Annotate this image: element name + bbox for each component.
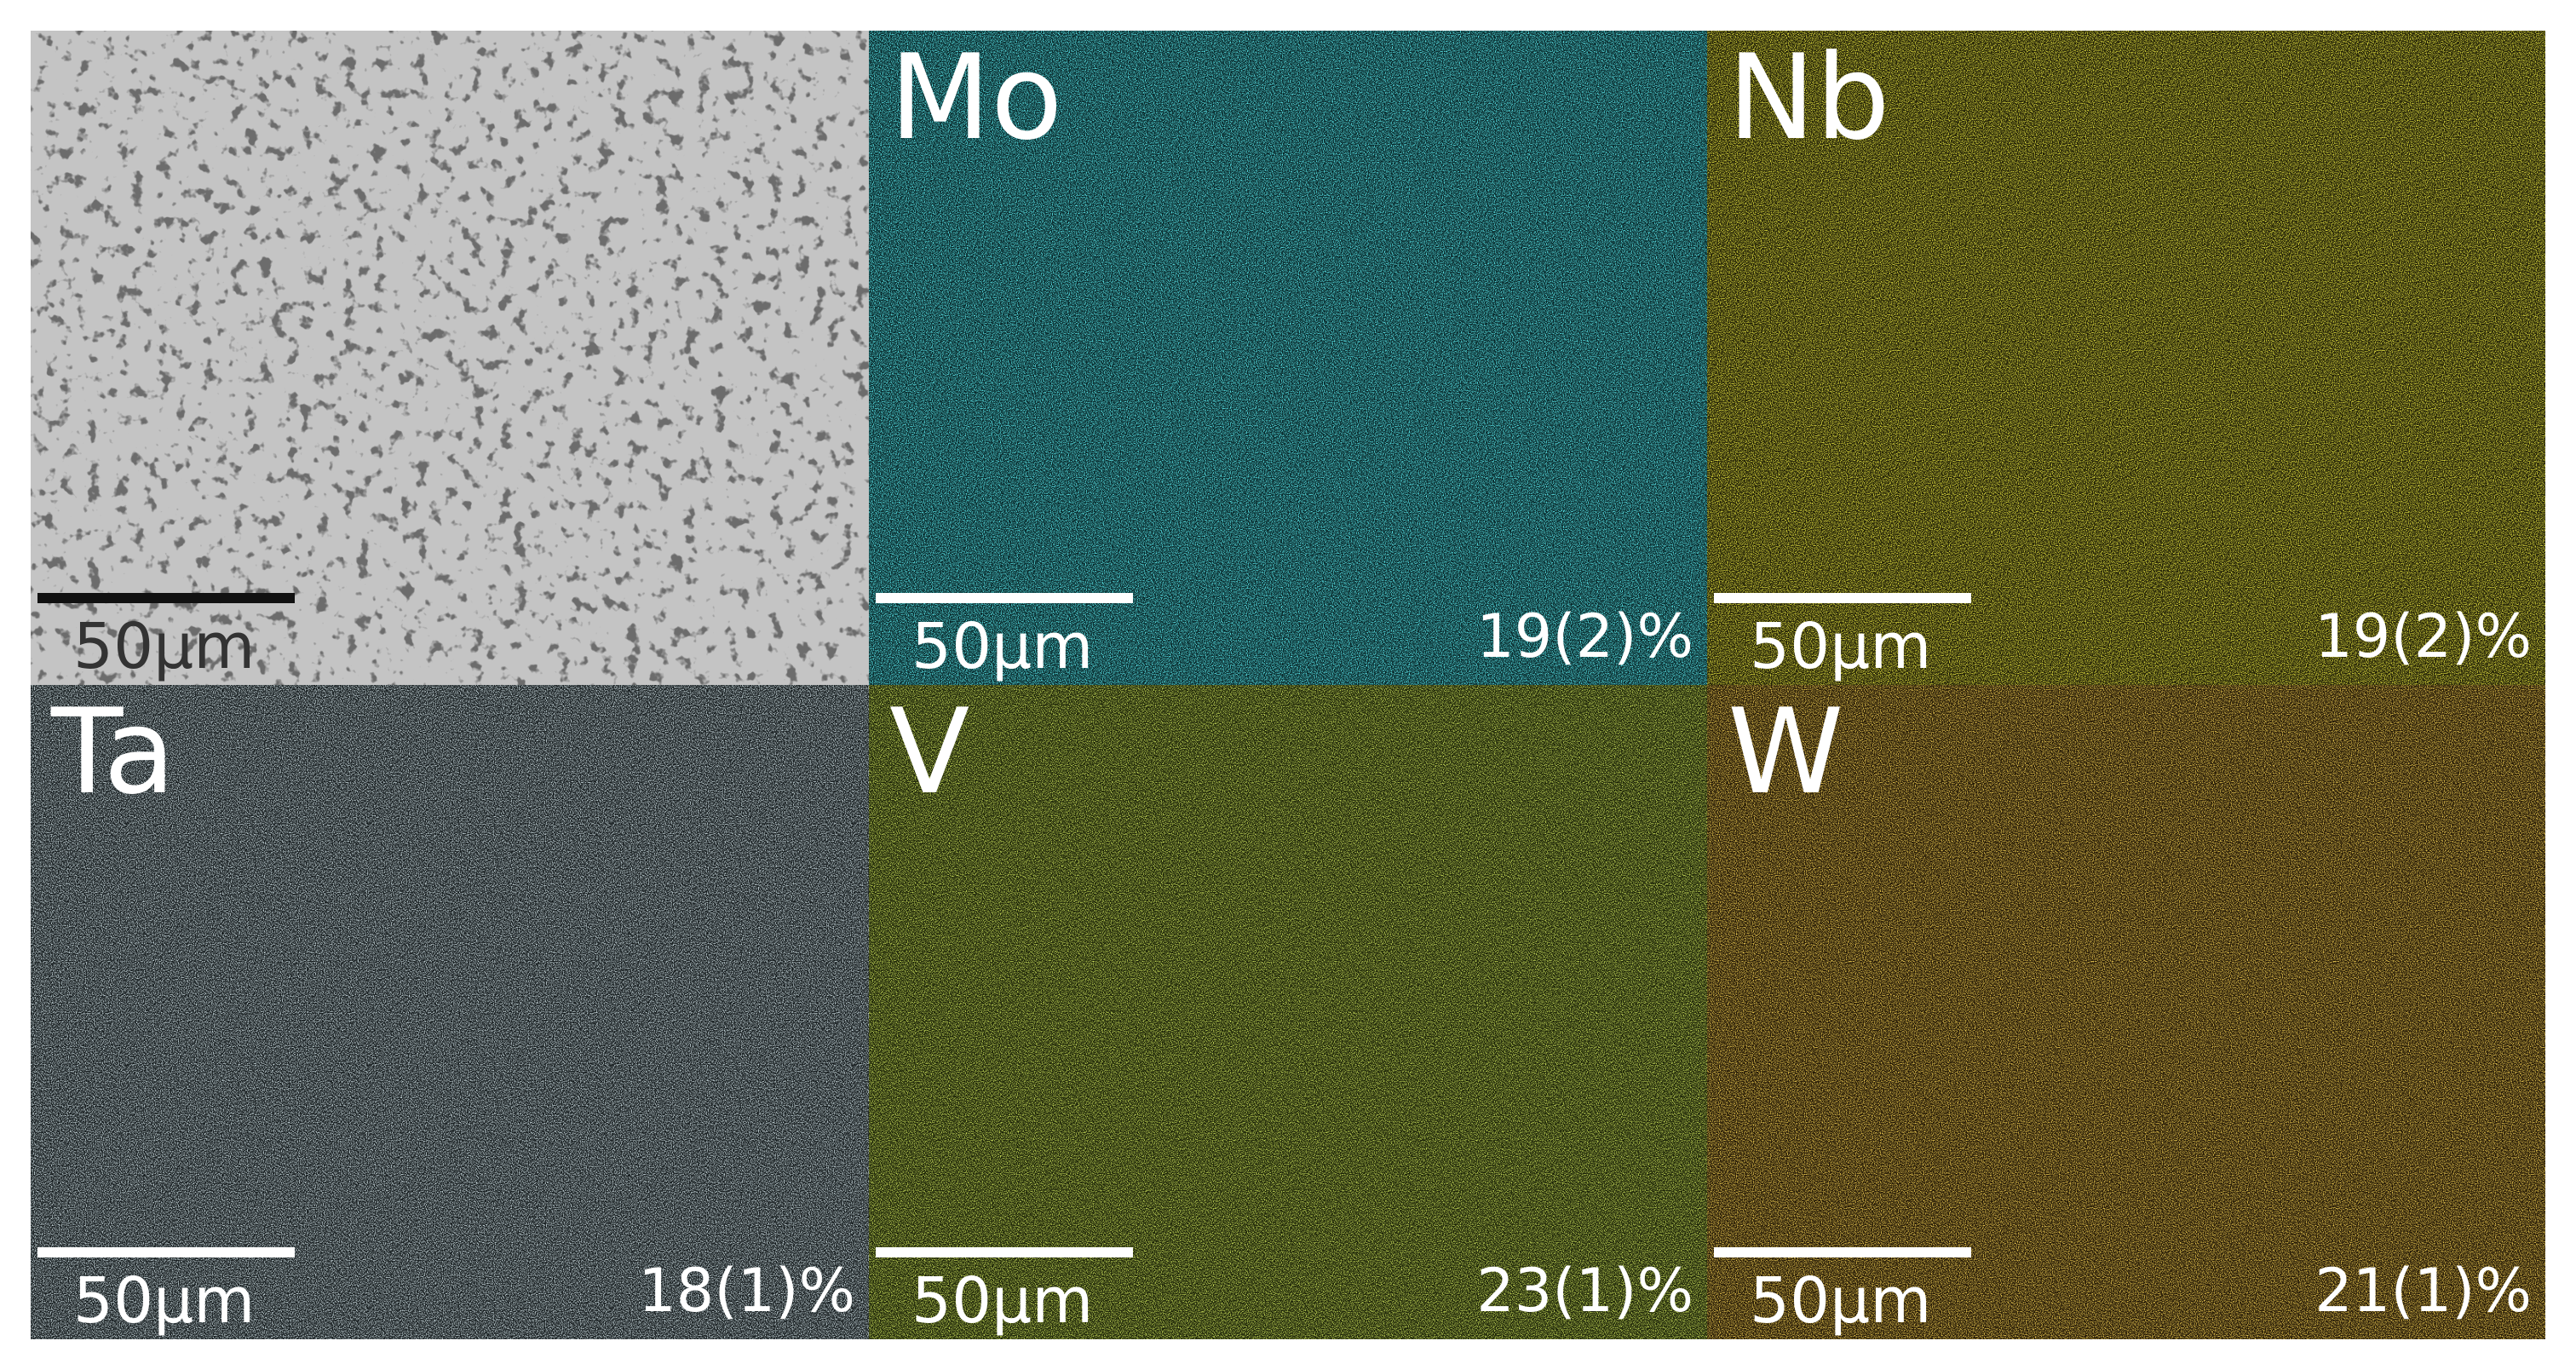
element-label: Nb (1728, 29, 1890, 166)
composition: 19(2)% (1476, 601, 1693, 671)
scale-bar-label: 50µm (1750, 610, 1931, 683)
panel: V 50µm 23(1)% (869, 683, 1707, 1339)
panel: W 50µm 21(1)% (1707, 683, 2545, 1339)
composition: 18(1)% (638, 1256, 855, 1326)
panel: Mo 50µm 19(2)% (869, 29, 1707, 685)
scale-bar-label: 50µm (73, 1264, 255, 1338)
element-map (869, 31, 1707, 685)
scale-bar-label: 50µm (1750, 1264, 1931, 1338)
scale-bar (37, 593, 295, 603)
element-map (31, 685, 869, 1339)
composition: 23(1)% (1476, 1256, 1693, 1326)
composition: 21(1)% (2314, 1256, 2532, 1326)
sem-texture (31, 31, 869, 685)
scale-bar (876, 1247, 1133, 1257)
panel: Ta 50µm 18(1)% (31, 683, 869, 1339)
element-map (1707, 31, 2545, 685)
scale-bar-label: 50µm (911, 610, 1093, 683)
scale-bar (37, 1247, 295, 1257)
element-label: V (889, 683, 969, 820)
panel: Nb 50µm 19(2)% (1707, 29, 2545, 685)
scale-bar (876, 593, 1133, 603)
element-label: Ta (50, 683, 175, 820)
scale-bar-label: 50µm (911, 1264, 1093, 1338)
element-map (1707, 685, 2545, 1339)
scale-bar (1714, 593, 1971, 603)
scale-bar-label: 50µm (73, 610, 255, 683)
panel: 50µm (31, 31, 869, 685)
composition: 19(2)% (2314, 601, 2532, 671)
element-map (869, 685, 1707, 1339)
scale-bar (1714, 1247, 1971, 1257)
element-label: W (1728, 683, 1843, 820)
element-label: Mo (889, 29, 1063, 166)
